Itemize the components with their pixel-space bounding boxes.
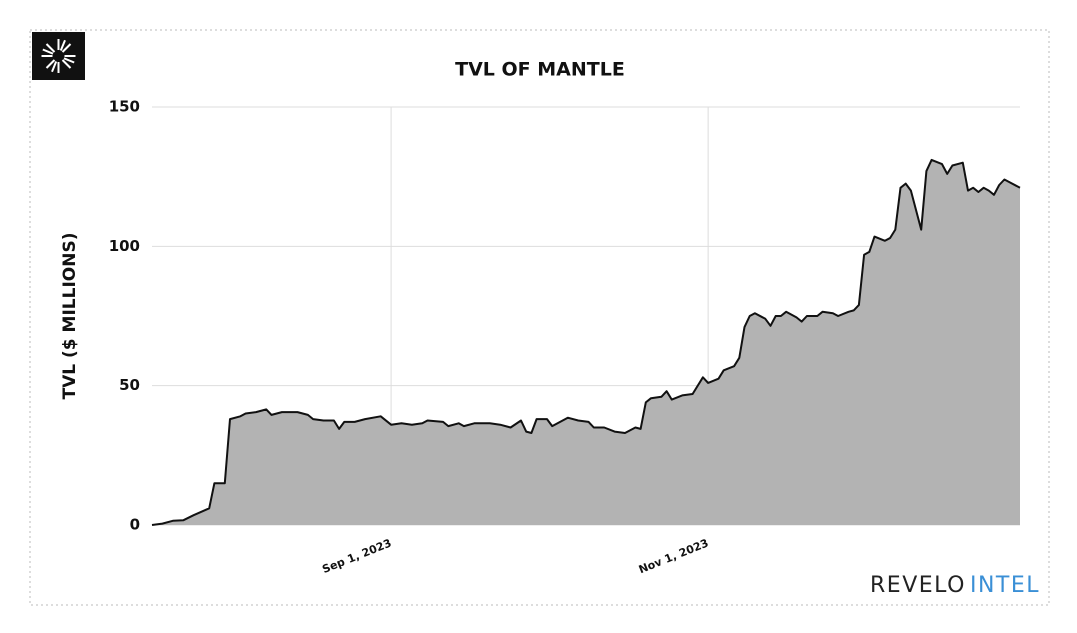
y-tick-label: 50: [119, 376, 140, 394]
x-tick-label: Nov 1, 2023: [637, 537, 711, 577]
y-tick-label: 100: [109, 237, 140, 255]
y-tick-label: 0: [130, 516, 140, 534]
x-tick-label: Sep 1, 2023: [320, 537, 393, 577]
brand-secondary: INTEL: [970, 573, 1040, 598]
chart-title: TVL OF MANTLE: [455, 59, 625, 81]
brand-primary: REVELO: [870, 573, 966, 598]
line: [151, 158, 1021, 526]
brand: REVELO INTEL: [870, 573, 1040, 598]
area: [152, 159, 1020, 525]
logo-icon: [32, 32, 85, 80]
y-axis-label: TVL ($ MILLIONS): [60, 233, 80, 400]
y-tick-label: 150: [109, 98, 140, 116]
frame: [29, 29, 1050, 606]
